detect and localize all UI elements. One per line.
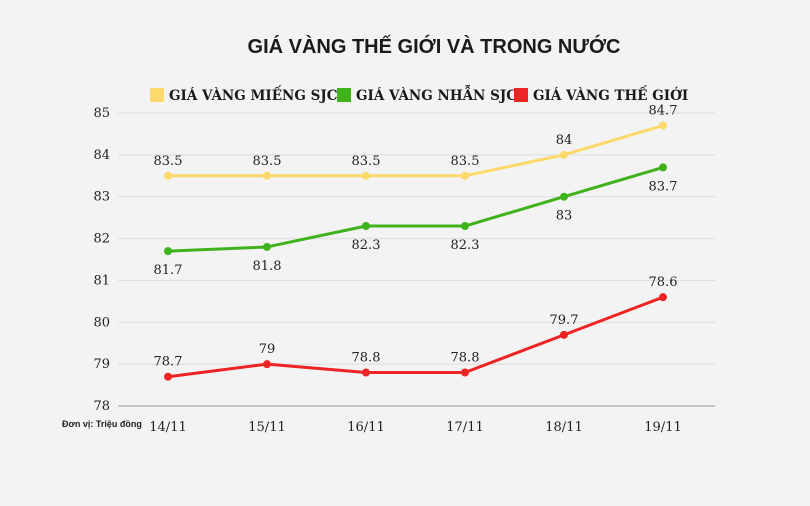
data-label: 78.7 bbox=[154, 355, 183, 370]
y-tick-label: 84 bbox=[93, 148, 110, 163]
data-point bbox=[461, 171, 469, 180]
data-label: 79.7 bbox=[550, 313, 579, 328]
data-label: 82.3 bbox=[451, 238, 480, 253]
data-point bbox=[164, 372, 172, 381]
gridlines bbox=[118, 112, 715, 407]
legend-label: GIÁ VÀNG MIẾNG SJC bbox=[169, 86, 338, 104]
data-label: 83.5 bbox=[154, 154, 183, 169]
data-label: 84 bbox=[556, 133, 573, 148]
x-tick-label: 15/11 bbox=[248, 420, 285, 435]
y-tick-label: 81 bbox=[93, 273, 110, 288]
data-label: 78.8 bbox=[352, 351, 381, 366]
data-point bbox=[263, 171, 271, 180]
data-label: 83.5 bbox=[352, 154, 381, 169]
data-label: 81.7 bbox=[154, 263, 183, 278]
data-label: 83 bbox=[556, 209, 573, 224]
data-point bbox=[461, 222, 469, 231]
data-label: 81.8 bbox=[253, 259, 282, 274]
data-point bbox=[560, 192, 568, 201]
chart-title: GIÁ VÀNG THẾ GIỚI VÀ TRONG NƯỚC bbox=[248, 34, 621, 58]
y-axis-ticks: 78 79 80 81 82 83 84 85 bbox=[93, 106, 110, 414]
legend-swatch bbox=[150, 88, 164, 102]
data-point bbox=[362, 368, 370, 377]
data-point bbox=[164, 171, 172, 180]
unit-label: Đơn vị: Triệu đồng bbox=[62, 419, 142, 429]
x-tick-label: 19/11 bbox=[644, 420, 681, 435]
x-axis-ticks: 14/11 15/11 16/11 17/11 18/11 19/11 bbox=[149, 420, 681, 435]
data-point bbox=[659, 163, 667, 172]
legend-swatch bbox=[514, 88, 528, 102]
data-point bbox=[362, 171, 370, 180]
x-tick-label: 16/11 bbox=[347, 420, 384, 435]
series-line bbox=[168, 124, 664, 178]
x-tick-label: 14/11 bbox=[149, 420, 186, 435]
y-tick-label: 85 bbox=[93, 106, 110, 121]
x-tick-label: 17/11 bbox=[446, 420, 483, 435]
legend-label: GIÁ VÀNG NHẪN SJC bbox=[356, 86, 517, 104]
legend: GIÁ VÀNG MIẾNG SJC GIÁ VÀNG NHẪN SJC GIÁ V… bbox=[150, 86, 688, 104]
data-point bbox=[461, 368, 469, 377]
y-tick-label: 82 bbox=[93, 232, 110, 247]
data-point bbox=[164, 247, 172, 256]
data-point bbox=[659, 293, 667, 302]
data-label: 78.6 bbox=[649, 275, 678, 290]
data-point bbox=[263, 242, 271, 251]
y-tick-label: 83 bbox=[93, 190, 110, 205]
data-label: 78.8 bbox=[451, 351, 480, 366]
series-group: 83.5 83.5 83.5 83.5 84 84.7 81.7 81.8 82.3 82.3 83… bbox=[154, 104, 678, 381]
data-point bbox=[362, 222, 370, 231]
y-tick-label: 80 bbox=[93, 315, 110, 330]
x-tick-label: 18/11 bbox=[545, 420, 582, 435]
data-point bbox=[560, 330, 568, 339]
legend-swatch bbox=[337, 88, 351, 102]
data-label: 84.7 bbox=[649, 104, 678, 119]
data-point bbox=[263, 360, 271, 369]
data-label: 79 bbox=[259, 342, 276, 357]
series-line bbox=[167, 165, 664, 253]
legend-label: GIÁ VÀNG THẾ GIỚI bbox=[533, 86, 688, 104]
data-label: 83.5 bbox=[451, 154, 480, 169]
data-point bbox=[560, 150, 568, 159]
data-label: 83.7 bbox=[649, 179, 678, 194]
data-label: 83.5 bbox=[253, 154, 282, 169]
series-line bbox=[167, 295, 664, 379]
data-point bbox=[659, 121, 667, 130]
data-label: 82.3 bbox=[352, 238, 381, 253]
y-tick-label: 79 bbox=[93, 357, 110, 372]
y-tick-label: 78 bbox=[93, 399, 110, 414]
